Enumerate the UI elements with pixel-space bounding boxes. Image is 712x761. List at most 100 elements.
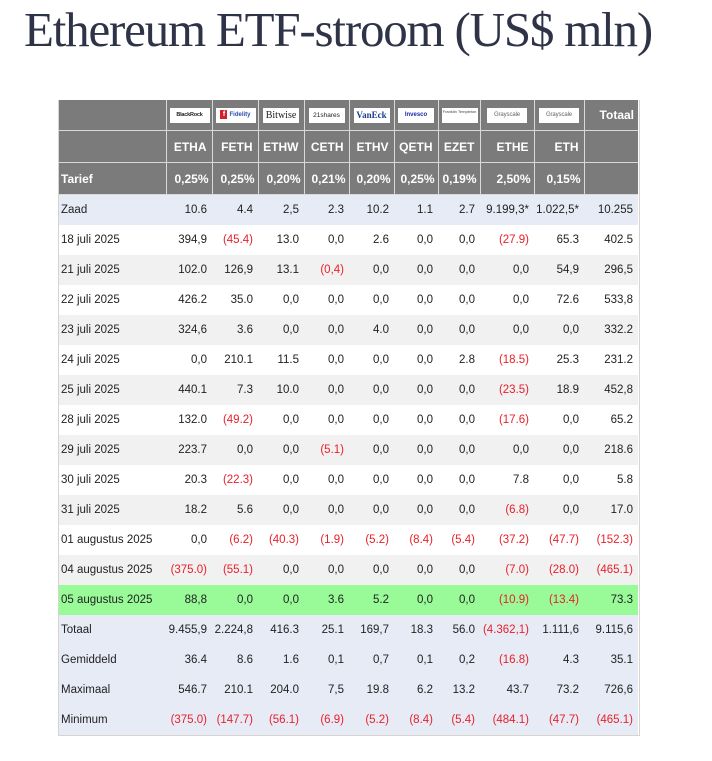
flow-value-cell: 2,5 [258,194,304,225]
flow-value-cell: 0,0 [438,255,480,285]
issuer-logo-cell: Bitwise [257,100,305,131]
flow-value-cell: 0,0 [304,555,349,585]
flow-value-cell: 13.0 [258,225,304,255]
flow-value-cell: (49.2) [212,405,258,435]
flow-value-cell: 0,0 [258,555,304,585]
flow-value-cell: 18.2 [166,495,212,525]
flow-value-cell: 19.8 [349,675,394,705]
flow-value-cell: 0,0 [480,255,534,285]
flow-value-cell: (16.8) [480,645,534,675]
issuer-logo-cell: 21shares [303,100,350,131]
flow-value-cell: 1.6 [258,645,304,675]
ticker-header: ETHV [348,130,395,163]
flow-value-cell: 8.6 [212,645,258,675]
flow-value-cell: 416.3 [258,615,304,645]
flow-value-cell: 126,9 [212,255,258,285]
flow-value-cell: 0,0 [438,495,480,525]
flow-value-cell: 1.022,5* [534,194,584,225]
ticker-header: ETHE [479,130,535,163]
flow-value-cell: (4.362,1) [480,615,534,645]
flow-value-cell: (6.8) [480,495,534,525]
flow-value-cell: 0,1 [394,645,438,675]
flow-value-cell: (47.7) [534,525,584,555]
vaneck-logo-icon: VanEck [353,107,390,123]
flow-value-cell: (8.4) [394,525,438,555]
row-total-cell: 17.0 [584,495,638,525]
flow-value-cell: 56.0 [438,615,480,645]
flow-value-cell: 0,0 [258,285,304,315]
flow-value-cell: 0,0 [258,465,304,495]
header-blank-cell [583,162,638,195]
flow-value-cell: 0,0 [480,285,534,315]
flow-value-cell: 20.3 [166,465,212,495]
flow-value-cell: (28.0) [534,555,584,585]
flow-value-cell: 0,0 [438,435,480,465]
flow-value-cell: 0,0 [304,465,349,495]
flow-value-cell: 0,0 [394,435,438,465]
issuer-logo-row: BlackRock f Fidelity Bitwise 21shares Van… [59,100,638,131]
flow-value-cell: 72.6 [534,285,584,315]
page-title: Ethereum ETF-stroom (US$ mln) [24,2,653,57]
fee-value: 2,50% [479,162,535,195]
row-label: 18 juli 2025 [59,225,166,255]
flow-value-cell: 4.0 [349,315,394,345]
row-total-cell: 296,5 [584,255,638,285]
summary-row: Totaal 9.455,9 2.224,8 416.3 25.1 169,7 18.3 56… [59,615,638,645]
ticker-header: ETHA [165,130,213,163]
flow-value-cell: 0,0 [304,345,349,375]
row-total-cell: 73.3 [584,585,638,615]
flow-value-cell: (5.4) [438,525,480,555]
row-label: 01 augustus 2025 [59,525,166,555]
ticker-header: QETH [393,130,439,163]
flow-value-cell: 0,0 [480,435,534,465]
flow-value-cell: 0,0 [349,435,394,465]
flow-value-cell: 3.6 [304,585,349,615]
table-row: 18 juli 2025 394,9 (45.4) 13.0 0,0 2.6 0,0 0,0(… [59,225,638,255]
ticker-header: EZET [437,130,481,163]
row-total-cell: 533,8 [584,285,638,315]
table-row: 21 juli 2025 102.0 126,9 13.1 (0,4) 0,0 0,0 0,0… [59,255,638,285]
ticker-header: CETH [303,130,350,163]
flow-value-cell: 73.2 [534,675,584,705]
flow-value-cell: (23.5) [480,375,534,405]
row-label: Maximaal [59,675,166,705]
flow-value-cell: 25.3 [534,345,584,375]
flow-value-cell: 25.1 [304,615,349,645]
flow-value-cell: (47.7) [534,705,584,735]
flow-value-cell: 0,0 [534,465,584,495]
fee-value: 0,25% [393,162,439,195]
row-total-cell: 452,8 [584,375,638,405]
row-total-cell: (465.1) [584,705,638,735]
row-label: Minimum [59,705,166,735]
table-row: 30 juli 2025 20.3 (22.3) 0,0 0,0 0,0 0,0 0,0 7.8… [59,465,638,495]
flow-value-cell: 43.7 [480,675,534,705]
etf-flow-table: BlackRock f Fidelity Bitwise 21shares Van… [59,100,638,735]
flow-value-cell: 36.4 [166,645,212,675]
flow-value-cell: 0,0 [438,225,480,255]
flow-value-cell: (17.6) [480,405,534,435]
row-label: 05 augustus 2025 [59,585,166,615]
fidelity-logo-icon: f Fidelity [215,107,256,123]
flow-value-cell: (27.9) [480,225,534,255]
flow-value-cell: 0,0 [349,375,394,405]
issuer-logo-cell: Grayscale [479,100,535,131]
flow-value-cell: 0,0 [304,375,349,405]
flow-value-cell: 0,0 [394,465,438,495]
row-total-cell: (152.3) [584,525,638,555]
row-total-cell: 726,6 [584,675,638,705]
flow-value-cell: (6.2) [212,525,258,555]
summary-row: Minimum (375.0) (147.7) (56.1) (6.9) (5.2) (8.… [59,705,638,735]
fee-value: 0,20% [257,162,305,195]
issuer-logo-cell: f Fidelity [211,100,259,131]
flow-value-cell: (5.1) [304,435,349,465]
flow-value-cell: 7.3 [212,375,258,405]
flow-value-cell: 0,0 [304,225,349,255]
issuer-logo-cell: Invesco [393,100,439,131]
flow-value-cell: 0,0 [349,285,394,315]
table-row: 29 juli 2025 223.7 0,0 0,0 (5.1) 0,0 0,0 0,0 0,0… [59,435,638,465]
ticker-header: FETH [211,130,259,163]
flow-value-cell: 9.455,9 [166,615,212,645]
flow-value-cell: 0,0 [438,375,480,405]
issuer-logo-cell: Grayscale [533,100,585,131]
row-label: 22 juli 2025 [59,285,166,315]
